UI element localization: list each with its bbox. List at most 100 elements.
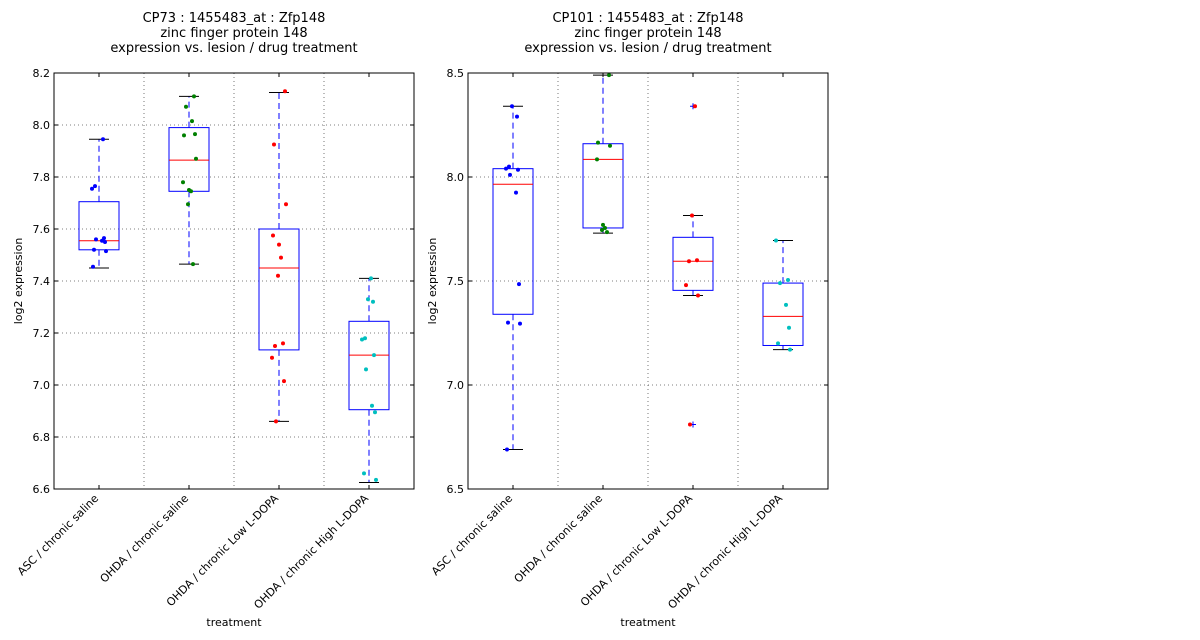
box — [78, 201, 120, 251]
x-tick-label: OHDA / chronic saline — [98, 492, 192, 586]
data-point — [605, 230, 609, 235]
data-point — [784, 302, 788, 307]
data-point — [778, 281, 782, 286]
data-point — [516, 167, 520, 172]
data-point — [607, 73, 611, 78]
box — [762, 282, 804, 346]
data-point — [687, 259, 691, 264]
y-tick-label: 7.5 — [447, 275, 465, 288]
data-point — [191, 262, 195, 267]
data-point — [186, 202, 190, 207]
data-point — [786, 277, 790, 282]
chart-title-line: CP101 : 1455483_at : Zfp148 — [552, 11, 743, 26]
data-point — [362, 471, 366, 476]
data-point — [603, 225, 607, 230]
data-point — [270, 355, 274, 360]
data-point — [192, 94, 196, 99]
data-point — [508, 172, 512, 177]
data-point — [374, 477, 378, 482]
data-point — [271, 233, 275, 238]
data-point — [787, 325, 791, 330]
data-point — [281, 341, 285, 346]
data-point — [92, 247, 96, 252]
data-point — [283, 89, 287, 94]
chart-title-line: expression vs. lesion / drug treatment — [110, 41, 357, 56]
data-point — [91, 264, 95, 269]
x-tick-label: OHDA / chronic saline — [512, 492, 606, 586]
y-tick-label: 7.2 — [33, 327, 51, 340]
data-point — [369, 276, 373, 281]
y-tick-label: 7.6 — [33, 223, 51, 236]
box — [492, 168, 534, 315]
data-point — [696, 293, 700, 298]
data-point — [102, 236, 106, 241]
data-point — [101, 137, 105, 142]
data-point — [194, 156, 198, 161]
data-point — [517, 282, 521, 287]
data-point — [504, 166, 508, 171]
chart-title-line: CP73 : 1455483_at : Zfp148 — [143, 11, 326, 26]
box-group — [672, 103, 714, 428]
data-point — [273, 344, 277, 348]
chart-title-line: zinc finger protein 148 — [160, 26, 307, 41]
data-point — [518, 321, 522, 326]
data-point — [279, 255, 283, 260]
data-point — [600, 228, 604, 233]
data-point — [182, 133, 186, 138]
data-point — [507, 164, 511, 169]
data-point — [788, 347, 792, 352]
data-point — [181, 180, 185, 185]
y-axis-label: log2 expression — [426, 238, 439, 325]
data-point — [184, 104, 188, 109]
data-point — [93, 184, 97, 189]
data-point — [514, 190, 518, 195]
y-tick-label: 6.8 — [33, 431, 51, 444]
x-tick-label: ASC / chronic saline — [429, 492, 515, 578]
x-axis-label: treatment — [206, 616, 262, 629]
data-point — [366, 297, 370, 302]
data-point — [776, 341, 780, 346]
data-point — [272, 142, 276, 147]
y-tick-label: 8.5 — [447, 67, 465, 80]
data-point — [373, 410, 377, 415]
y-tick-label: 7.0 — [33, 379, 51, 392]
box-group — [492, 104, 534, 452]
box-group — [348, 276, 390, 483]
data-point — [505, 447, 509, 452]
x-axis-label: treatment — [620, 616, 676, 629]
data-point — [187, 188, 191, 192]
chart-title-line: expression vs. lesion / drug treatment — [524, 41, 771, 56]
data-point — [193, 132, 197, 137]
data-point — [274, 419, 278, 424]
y-tick-label: 8.0 — [447, 171, 465, 184]
data-point — [510, 104, 514, 109]
y-tick-label: 8.0 — [33, 119, 51, 132]
box — [348, 320, 390, 411]
data-point — [103, 240, 107, 244]
data-point — [608, 143, 612, 148]
data-point — [684, 283, 688, 288]
y-tick-label: 6.5 — [447, 483, 465, 496]
data-point — [601, 222, 605, 227]
box-group — [582, 73, 624, 235]
data-point — [104, 249, 108, 254]
data-point — [371, 299, 375, 304]
data-point — [506, 320, 510, 325]
data-point — [695, 258, 699, 263]
y-tick-label: 8.2 — [33, 67, 51, 80]
box — [258, 228, 300, 351]
data-point — [690, 213, 694, 218]
box-group — [168, 94, 210, 267]
box — [582, 143, 624, 229]
y-tick-label: 6.6 — [33, 483, 51, 496]
x-tick-label: ASC / chronic saline — [15, 492, 101, 578]
box-group — [258, 89, 300, 424]
data-point — [595, 157, 599, 162]
chart-title-line: zinc finger protein 148 — [574, 26, 721, 41]
data-point — [277, 242, 281, 247]
box — [168, 127, 210, 192]
box-group — [762, 238, 804, 352]
